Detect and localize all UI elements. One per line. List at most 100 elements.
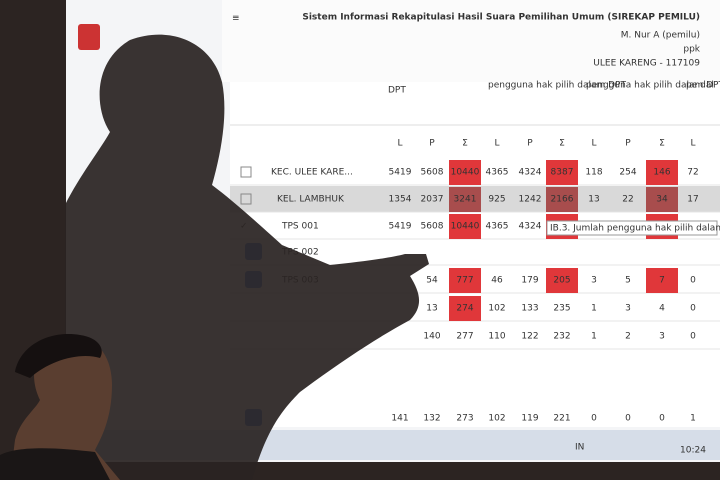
cell: 5419 xyxy=(389,222,412,232)
tooltip-box xyxy=(546,220,718,236)
cell: 274 xyxy=(456,304,473,314)
column-group: pengguna hak pilih dalam DPTb xyxy=(586,81,720,91)
cell: 72 xyxy=(687,168,698,178)
cell: 0 xyxy=(690,332,696,342)
column-group: DPT xyxy=(388,86,406,96)
column-group: pe dal xyxy=(686,81,714,91)
cell: 0 xyxy=(690,276,696,286)
cell: 1 xyxy=(591,332,597,342)
cell: 46 xyxy=(491,276,503,286)
cell: 4365 xyxy=(486,222,509,232)
cell: 277 xyxy=(456,332,473,342)
cell: 10440 xyxy=(451,222,480,232)
cell: 13 xyxy=(588,195,599,205)
cell: 34 xyxy=(656,195,668,205)
cell: 273 xyxy=(456,414,473,424)
cell: 254 xyxy=(619,168,636,178)
cell: 0 xyxy=(591,414,597,424)
app-header xyxy=(222,0,720,82)
person xyxy=(10,336,120,480)
highlight-cell xyxy=(546,187,578,212)
cell: 5 xyxy=(625,276,631,286)
column-header: Σ xyxy=(659,139,665,149)
highlight-cell xyxy=(646,268,678,293)
cell: 8387 xyxy=(551,168,574,178)
cell: 205 xyxy=(553,276,570,286)
column-header: Σ xyxy=(559,139,565,149)
highlight-cell xyxy=(449,187,481,212)
taskbar-time: 10:24 xyxy=(680,446,706,456)
highlight-cell xyxy=(449,160,481,185)
column-group: pengguna hak pilih dalam DPT xyxy=(488,81,626,91)
cell: 133 xyxy=(521,304,538,314)
cell: 4365 xyxy=(486,168,509,178)
cell: 110 xyxy=(488,332,505,342)
user-role: ppk xyxy=(683,45,700,55)
taskbar-language: IN xyxy=(575,443,584,453)
cell: 3241 xyxy=(454,195,477,205)
row-label: TPS 001 xyxy=(281,222,319,232)
cell: 232 xyxy=(553,332,570,342)
column-header: L xyxy=(494,139,499,149)
tooltip: IB.3. Jumlah pengguna hak pilih dalam DP… xyxy=(550,224,720,234)
cell: 122 xyxy=(521,332,538,342)
menu-icon[interactable]: ≡ xyxy=(232,14,240,24)
column-header: L xyxy=(397,139,402,149)
column-header: P xyxy=(625,139,631,149)
cell: 925 xyxy=(488,195,505,205)
cell: 146 xyxy=(653,168,670,178)
row-label: KEL. LAMBHUK xyxy=(277,195,345,205)
cell: 4324 xyxy=(519,168,542,178)
cell: 54 xyxy=(426,276,438,286)
column-header: P xyxy=(429,139,435,149)
cell: 1 xyxy=(591,304,597,314)
highlight-cell xyxy=(546,160,578,185)
cell: 2037 xyxy=(421,195,444,205)
highlight-cell xyxy=(449,296,481,321)
cell: 3 xyxy=(591,276,597,286)
cell: 221 xyxy=(553,414,570,424)
highlight-cell xyxy=(449,268,481,293)
cell: 235 xyxy=(553,304,570,314)
cell: 132 xyxy=(423,414,440,424)
cell: 0 xyxy=(690,304,696,314)
cell: 777 xyxy=(456,276,473,286)
cell: 102 xyxy=(488,414,505,424)
cell: 0 xyxy=(659,414,665,424)
logo xyxy=(78,24,100,50)
cell: 17 xyxy=(687,195,698,205)
column-header: Σ xyxy=(462,139,468,149)
cell: 5608 xyxy=(421,168,444,178)
cell: 4 xyxy=(659,304,665,314)
cell: 13 xyxy=(426,304,437,314)
cell: 119 xyxy=(521,414,538,424)
cell: 3 xyxy=(625,304,631,314)
highlight-cell xyxy=(646,160,678,185)
cell: 141 xyxy=(391,414,408,424)
row-label: KEC. ULEE KARE... xyxy=(271,168,353,178)
collapse-icon xyxy=(240,193,252,205)
cell: 102 xyxy=(488,304,505,314)
cell: 7 xyxy=(659,276,665,286)
cell: 1242 xyxy=(519,195,542,205)
cell: 1354 xyxy=(389,195,412,205)
column-header: P xyxy=(527,139,533,149)
person-shirt xyxy=(0,448,110,480)
cell: 2166 xyxy=(551,195,574,205)
column-header: L xyxy=(591,139,596,149)
app-title: Sistem Informasi Rekapitulasi Hasil Suar… xyxy=(302,13,700,23)
collapse-icon xyxy=(240,166,252,178)
cell: 1 xyxy=(690,414,696,424)
cell: 3 xyxy=(659,332,665,342)
cell: 5608 xyxy=(421,222,444,232)
highlight-cell xyxy=(449,214,481,239)
cell: 118 xyxy=(585,168,602,178)
highlight-cell xyxy=(646,187,678,212)
column-header: L xyxy=(690,139,695,149)
cell: 140 xyxy=(423,332,440,342)
cell: 2 xyxy=(625,332,631,342)
cell: 4324 xyxy=(519,222,542,232)
highlight-cell xyxy=(546,268,578,293)
